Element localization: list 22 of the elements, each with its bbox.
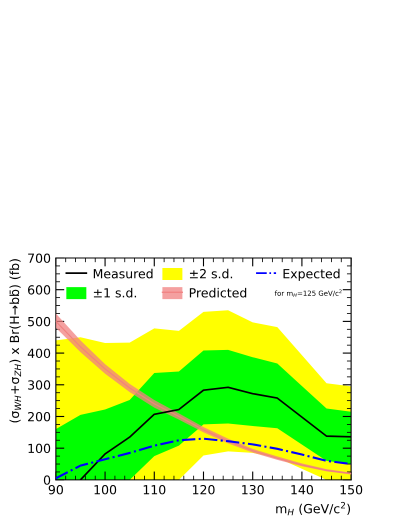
y-tick-label: 700 [28, 253, 50, 263]
y-tick-label: 600 [28, 285, 50, 295]
y-axis-title: (σ$_{WH}$+σ$_{ZH}$) x Br(H→bb̄) (fb) [9, 259, 22, 422]
legend-label: ±2 s.d. [190, 268, 232, 278]
x-tick-label: 100 [94, 484, 116, 494]
y-tick-label: 300 [28, 380, 50, 390]
x-tick-label: 110 [144, 484, 166, 494]
y-tick-label: 0 [44, 475, 50, 485]
x-tick-label: 90 [48, 484, 63, 494]
legend-label: Predicted [190, 288, 246, 298]
legend-label: Measured [94, 268, 153, 278]
x-tick-label: 140 [291, 484, 314, 494]
x-tick-label: 130 [242, 484, 264, 494]
y-tick-label: 500 [28, 316, 50, 326]
x-tick-label: 150 [340, 484, 362, 494]
x-axis-title: m$_{H}$ (GeV/c$^{2}$) [276, 502, 350, 516]
y-tick-label: 400 [28, 348, 50, 358]
legend-label: ±1 s.d. [94, 288, 136, 298]
x-tick-label: 120 [192, 484, 215, 494]
y-tick-label: 100 [28, 444, 50, 454]
y-tick-label: 200 [28, 412, 50, 422]
legend-label: Expected [284, 268, 340, 281]
